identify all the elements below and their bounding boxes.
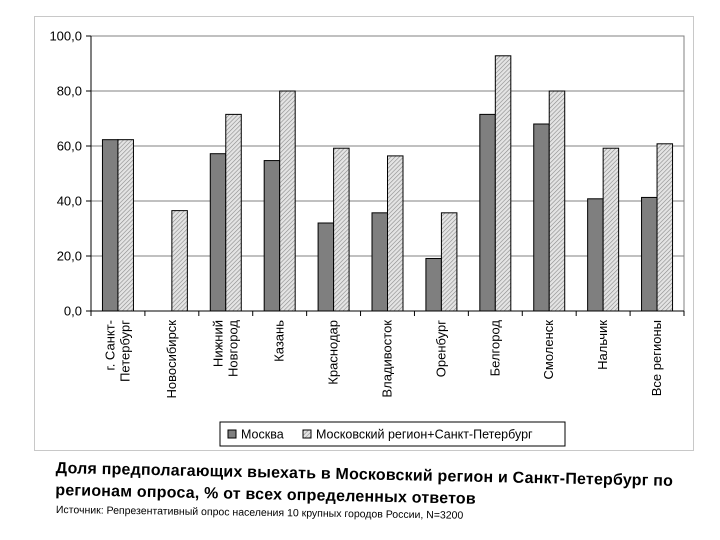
legend-label: Московский регион+Санкт-Петербург — [316, 428, 533, 442]
x-tick-label: Оренбург — [433, 320, 448, 377]
x-tick-label: Нижний — [210, 320, 225, 367]
y-tick-label: 80,0 — [57, 84, 82, 99]
bar-moscow-region-spb-8 — [549, 91, 565, 311]
x-tick-label: Владивосток — [380, 320, 395, 398]
y-tick-label: 60,0 — [57, 139, 82, 154]
x-tick-label: Новгород — [225, 320, 240, 377]
x-tick-label: Нальчик — [595, 320, 610, 370]
bar-moscow-region-spb-0 — [118, 140, 134, 311]
legend-swatch — [228, 430, 236, 438]
y-tick-label: 40,0 — [57, 194, 82, 209]
legend-swatch — [303, 430, 311, 438]
bar-moscow-7 — [480, 114, 496, 311]
bar-moscow-region-spb-4 — [334, 148, 350, 311]
bar-moscow-6 — [426, 258, 442, 311]
bar-moscow-region-spb-6 — [441, 213, 457, 311]
bar-moscow-region-spb-5 — [388, 156, 404, 311]
bar-moscow-region-spb-10 — [657, 144, 673, 311]
bar-moscow-region-spb-1 — [172, 211, 188, 311]
x-tick-label: Смоленск — [541, 320, 556, 380]
x-tick-label: Все регионы — [649, 320, 664, 396]
bar-moscow-region-spb-7 — [495, 56, 511, 311]
legend-label: Москва — [241, 428, 284, 442]
bar-moscow-8 — [534, 124, 550, 311]
bar-moscow-4 — [318, 223, 334, 311]
bar-moscow-region-spb-3 — [280, 91, 296, 311]
x-tick-label: Краснодар — [326, 320, 341, 385]
bar-moscow-3 — [264, 161, 280, 311]
bar-moscow-0 — [102, 140, 118, 311]
y-tick-label: 20,0 — [57, 249, 82, 264]
x-tick-label: Новосибирск — [164, 320, 179, 399]
bar-moscow-10 — [642, 197, 658, 311]
x-tick-label: Казань — [272, 320, 287, 362]
legend: Москва Московский регион+Санкт-Петербург — [220, 422, 565, 446]
bar-moscow-9 — [588, 199, 604, 311]
bar-moscow-5 — [372, 213, 388, 311]
x-tick-label: Белгород — [487, 320, 502, 377]
y-tick-label: 100,0 — [49, 29, 82, 44]
x-tick-label: г. Санкт- — [102, 320, 117, 370]
bar-moscow-2 — [210, 154, 226, 311]
y-tick-label: 0,0 — [64, 304, 82, 319]
bar-moscow-region-spb-9 — [603, 148, 619, 311]
x-tick-label: Петербург — [117, 320, 132, 382]
bar-moscow-region-spb-2 — [226, 114, 242, 311]
